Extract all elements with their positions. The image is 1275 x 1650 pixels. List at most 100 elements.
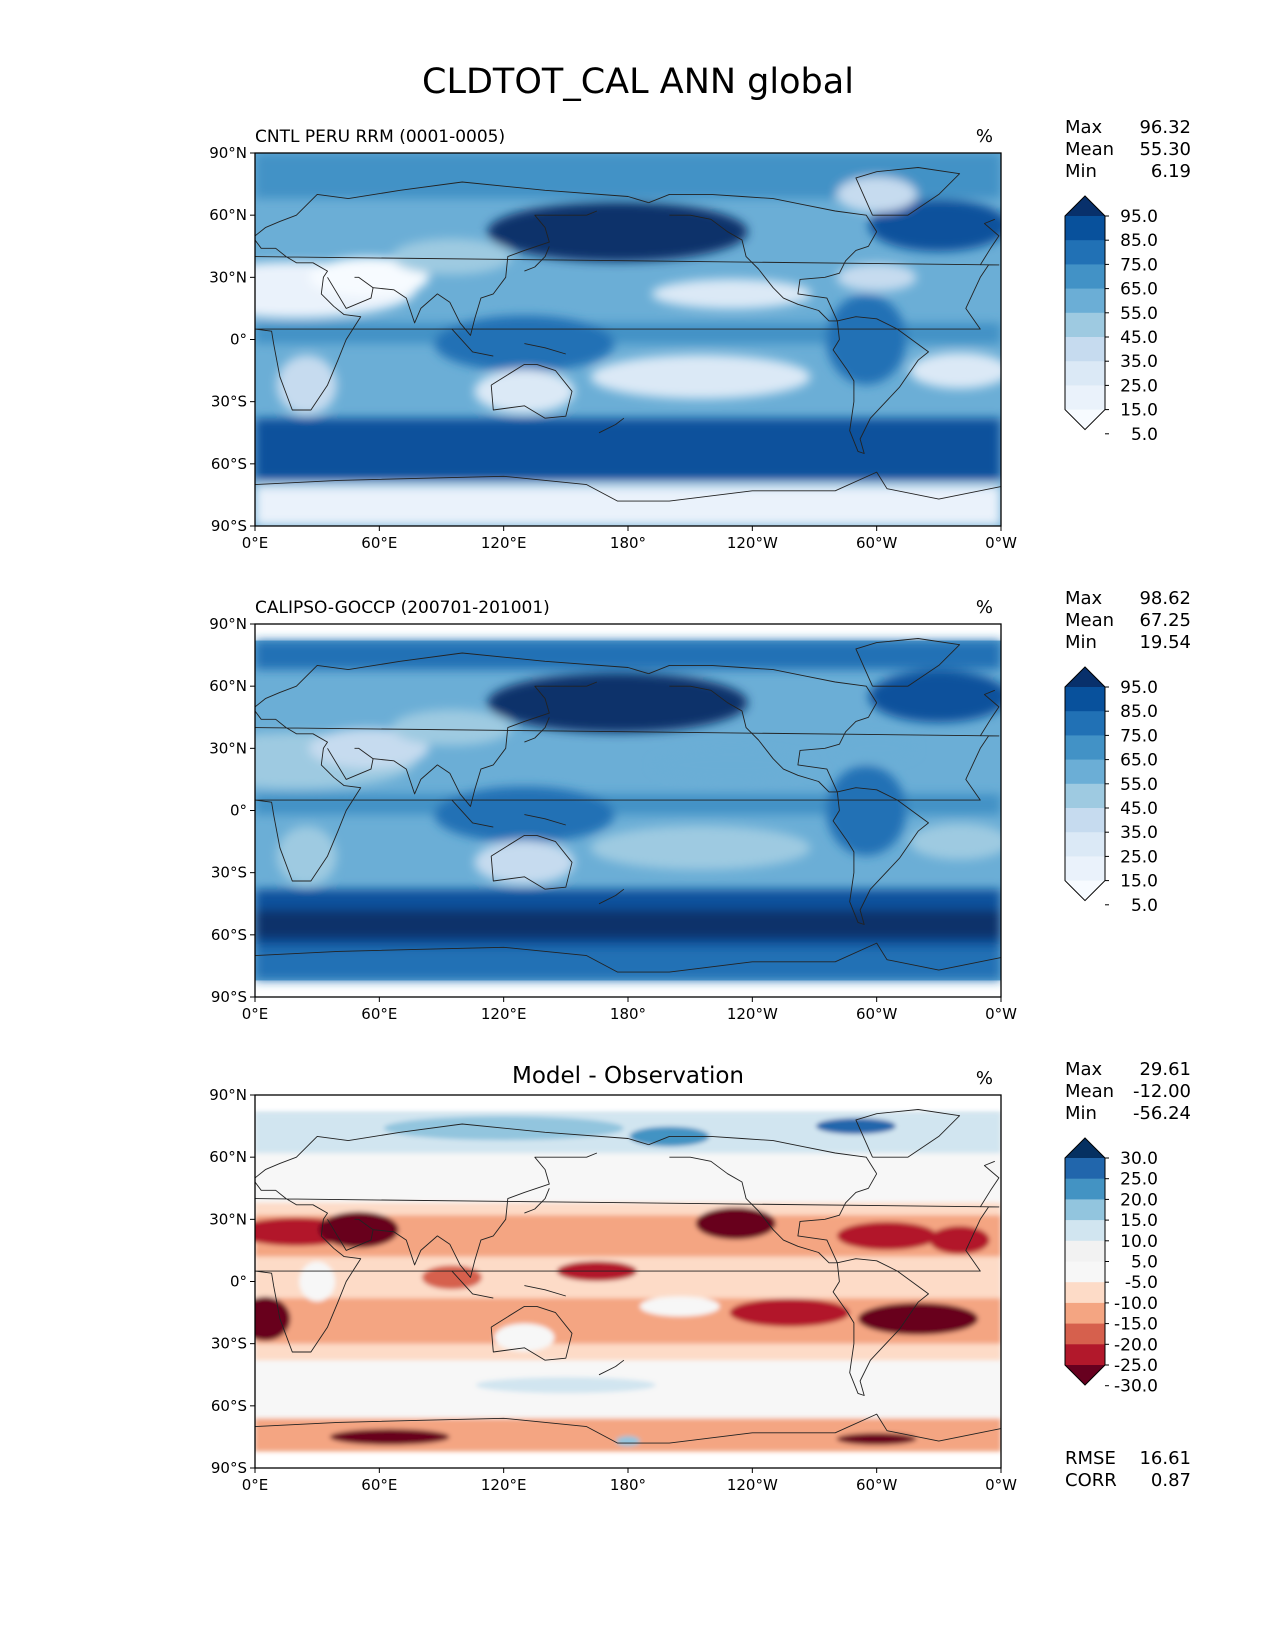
stat-label: Min xyxy=(1065,1103,1097,1124)
lon-tick-label: 180° xyxy=(610,534,646,552)
colorbar-segment xyxy=(1065,808,1105,833)
coastline xyxy=(327,747,374,780)
lon-tick-label: 0°W xyxy=(985,1476,1017,1494)
colorbar-label: -30.0 xyxy=(1114,1377,1158,1397)
colorbar-segment xyxy=(1065,687,1105,712)
stat-label: Mean xyxy=(1065,610,1114,631)
colorbar-segment xyxy=(1065,264,1105,290)
coastline xyxy=(648,664,878,703)
coastline xyxy=(327,1218,374,1251)
lon-tick-label: 60°E xyxy=(361,534,397,552)
stat-label: Min xyxy=(1065,161,1097,182)
colorbar-segment xyxy=(1065,1199,1105,1221)
stat-label: Max xyxy=(1065,1059,1103,1080)
stat-label: RMSE xyxy=(1065,1448,1116,1469)
lon-tick-label: 0°W xyxy=(985,1005,1017,1023)
colorbar-segment xyxy=(1065,735,1105,761)
coastline xyxy=(524,1285,566,1297)
colorbar-label: 55.0 xyxy=(1120,775,1158,795)
coastline xyxy=(373,1152,598,1278)
colorbar-extend-top xyxy=(1065,667,1105,687)
lon-tick-label: 60°E xyxy=(361,1476,397,1494)
figure-title: CLDTOT_CAL ANN global xyxy=(422,62,854,102)
coastline xyxy=(855,1109,961,1158)
colorbar-segment xyxy=(1065,288,1105,314)
coastline xyxy=(598,1359,625,1376)
lat-tick-label: 30°N xyxy=(209,739,247,757)
stat-value: 29.61 xyxy=(1139,1059,1191,1080)
lon-tick-label: 60°W xyxy=(856,1476,898,1494)
panel-1: 90°N 60°N 30°N 0° 30°S 60°S 90°S0°E 60°E 120°E 18… xyxy=(209,117,1191,552)
coastlines xyxy=(255,1109,1001,1444)
colorbar-segment xyxy=(1065,759,1105,785)
colorbar-segment xyxy=(1065,1220,1105,1242)
panels-container: 90°N60°N30°N0°30°S60°S90°S0°E 60°E 120°E 18… xyxy=(209,117,1191,1494)
colorbar-segment xyxy=(1065,1261,1105,1283)
coastline xyxy=(669,214,878,322)
colorbar-segment xyxy=(1065,337,1105,362)
coastline xyxy=(979,1160,1000,1208)
unit-label: % xyxy=(976,1068,993,1089)
coastline xyxy=(373,681,598,807)
colorbar-label: 25.0 xyxy=(1120,376,1158,396)
colorbar-segment xyxy=(1065,1178,1105,1200)
colorbar-label: 75.0 xyxy=(1120,726,1158,746)
lon-tick-label: 60°W xyxy=(856,534,898,552)
coastline xyxy=(255,1181,1000,1353)
lon-tick-label: 180° xyxy=(610,1476,646,1494)
stat-label: Min xyxy=(1065,632,1097,653)
colorbar-label: 20.0 xyxy=(1120,1190,1158,1210)
stat-value: 6.19 xyxy=(1151,161,1191,182)
colorbar-segment xyxy=(1065,1344,1105,1366)
coastline xyxy=(855,167,961,216)
coastline xyxy=(669,685,878,793)
lon-tick-label: 0°W xyxy=(985,534,1017,552)
colorbar-label: -10.0 xyxy=(1114,1294,1158,1314)
colorbar-label: 45.0 xyxy=(1120,328,1158,348)
lat-tick-label: 90°N xyxy=(209,144,247,162)
panel-3: 90°N 60°N 30°N 0° 30°S 60°S 90°S0°E 60°E 120°E 18… xyxy=(209,1059,1191,1494)
colorbar-segment xyxy=(1065,1302,1105,1325)
colorbar-label: 35.0 xyxy=(1120,823,1158,843)
lon-tick-label: 120°W xyxy=(727,534,778,552)
coastline xyxy=(979,218,1000,266)
stat-value: 96.32 xyxy=(1139,117,1191,138)
colorbar-label: 95.0 xyxy=(1120,678,1158,698)
colorbar-label: -20.0 xyxy=(1114,1335,1158,1355)
colorbar-label: -15.0 xyxy=(1114,1315,1158,1335)
coastline xyxy=(255,181,649,237)
field-blobs xyxy=(255,640,1001,981)
coastline xyxy=(451,799,494,828)
colorbar-label: 65.0 xyxy=(1120,751,1158,771)
lon-tick-label: 60°E xyxy=(361,1005,397,1023)
colorbar-label: 5.0 xyxy=(1131,425,1158,445)
colorbar-segment xyxy=(1065,783,1105,809)
colorbar-label: 15.0 xyxy=(1120,401,1158,421)
panel-title: CNTL PERU RRM (0001-0005) xyxy=(255,127,505,147)
coastline xyxy=(451,328,494,357)
coastline xyxy=(855,638,961,687)
coastline xyxy=(524,1188,550,1214)
coastline xyxy=(832,316,929,454)
lon-tick-label: 120°W xyxy=(727,1476,778,1494)
lon-tick-label: 60°W xyxy=(856,1005,898,1023)
lat-tick-label: 30°S xyxy=(211,1335,247,1353)
field-blobs xyxy=(255,1111,1001,1452)
coastline xyxy=(255,652,649,708)
colorbar: 30.025.020.015.010.05.0-5.0-10.0-15.0-20… xyxy=(1064,1137,1158,1397)
coastlines xyxy=(255,167,1001,502)
colorbar-label: 85.0 xyxy=(1120,231,1158,251)
lat-tick-label: 60°N xyxy=(209,206,247,224)
map-field xyxy=(255,153,1001,526)
colorbar-label: 85.0 xyxy=(1120,702,1158,722)
stat-label: Mean xyxy=(1065,139,1114,160)
coastline xyxy=(490,1305,573,1361)
stat-label: Max xyxy=(1065,117,1103,138)
lat-tick-label: 90°S xyxy=(211,988,247,1006)
lon-tick-label: 120°E xyxy=(481,1005,527,1023)
lat-tick-label: 0° xyxy=(230,331,247,349)
colorbar-label: 45.0 xyxy=(1120,799,1158,819)
stat-label: Mean xyxy=(1065,1081,1114,1102)
colorbar-label: 15.0 xyxy=(1120,872,1158,892)
stat-label: CORR xyxy=(1065,1470,1117,1491)
